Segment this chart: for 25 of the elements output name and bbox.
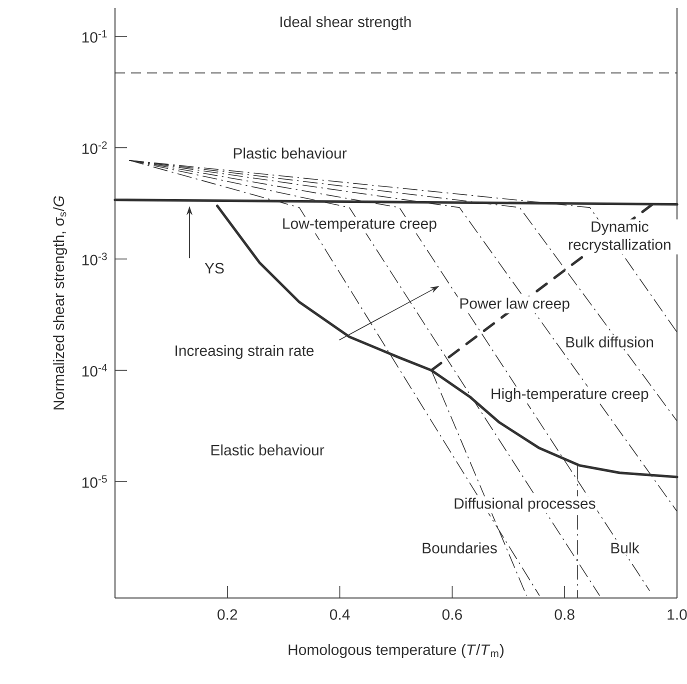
annotation: Elastic behaviour xyxy=(211,444,324,456)
annotation: Diffusional processes xyxy=(454,498,596,512)
x-tick-label: 0.8 xyxy=(554,609,574,620)
annotation: Dynamic recrystallization xyxy=(568,220,670,253)
x-tick-label: 1.0 xyxy=(668,609,687,620)
ref-line-label: Ideal shear strength xyxy=(280,16,411,30)
annotation: Low-temperature creep xyxy=(283,218,436,232)
y-tick-label: 10$^{-3}$ xyxy=(82,252,107,266)
x-tick-label: 0.6 xyxy=(442,609,462,620)
x-axis-title: Homologous temperature (T/T$_{m}$) xyxy=(288,644,504,658)
y-tick-label: 10$^{-4}$ xyxy=(82,364,107,377)
y-tick-label: 10$^{-2}$ xyxy=(82,141,107,154)
annotation: Bulk diffusion xyxy=(566,336,654,348)
annotation: High-temperature creep xyxy=(492,388,648,402)
y-axis-title: Normalized shear strength, σ$_{s}$/G xyxy=(53,196,68,410)
annotation: Plastic behaviour xyxy=(234,148,347,159)
y-tick-label: 10$^{-5}$ xyxy=(82,475,107,488)
annotation: Power law creep xyxy=(460,298,570,312)
annotation: Bulk xyxy=(611,542,640,554)
annotation: YS xyxy=(204,262,224,274)
annotation: Increasing strain rate xyxy=(176,344,314,359)
y-tick-label: 10$^{-1}$ xyxy=(82,30,107,43)
x-tick-label: 0.2 xyxy=(218,609,238,620)
annotation: Boundaries xyxy=(422,542,497,554)
x-tick-label: 0.4 xyxy=(330,609,350,620)
